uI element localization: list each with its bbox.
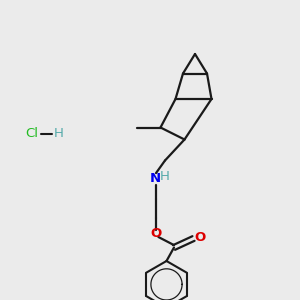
Text: H: H: [160, 170, 170, 183]
Text: H: H: [54, 127, 63, 140]
Text: N: N: [150, 172, 161, 185]
Text: Cl: Cl: [25, 127, 38, 140]
Text: O: O: [194, 231, 206, 244]
Text: O: O: [151, 227, 162, 240]
